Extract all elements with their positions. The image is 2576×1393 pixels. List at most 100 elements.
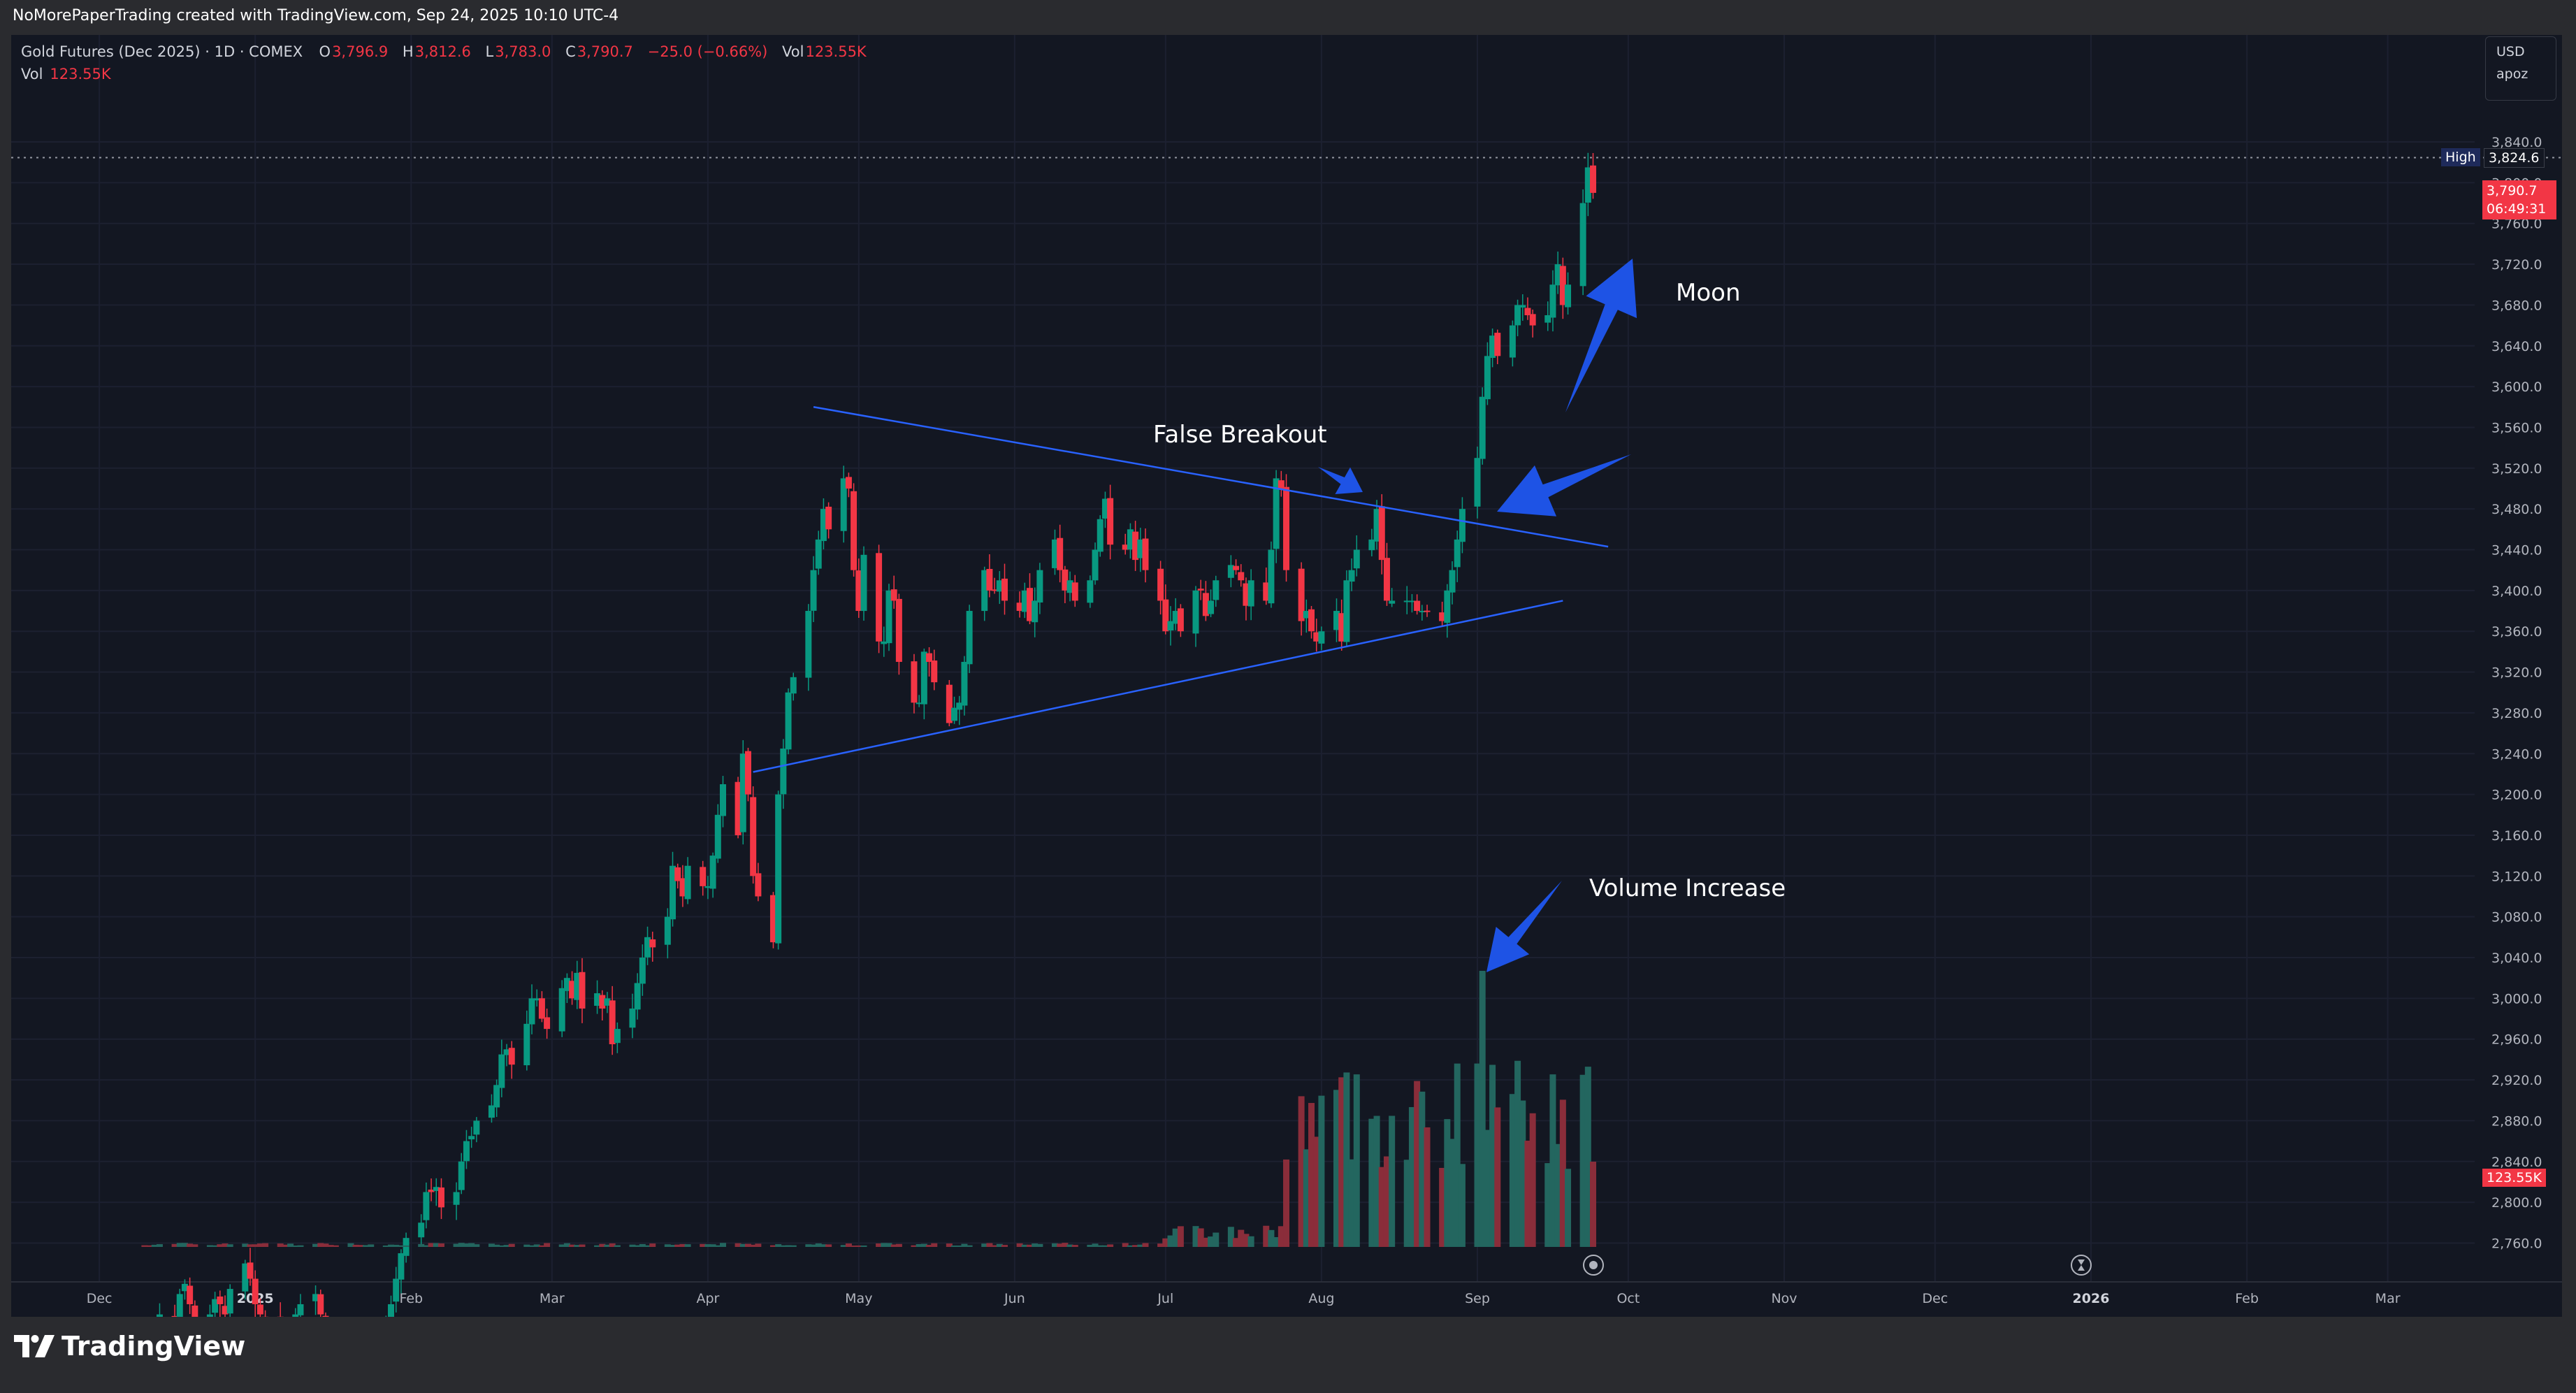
- volume-bar[interactable]: [453, 1243, 460, 1247]
- volume-bar[interactable]: [1368, 1118, 1375, 1247]
- volume-bar[interactable]: [156, 1244, 163, 1247]
- candle[interactable]: [1308, 609, 1315, 632]
- candle[interactable]: [1383, 558, 1390, 601]
- volume-bar[interactable]: [594, 1245, 601, 1247]
- volume-bar[interactable]: [1559, 1099, 1566, 1247]
- volume-bar[interactable]: [1333, 1090, 1340, 1247]
- candle[interactable]: [579, 972, 586, 1009]
- candle[interactable]: [1544, 315, 1551, 323]
- volume-bar[interactable]: [1092, 1243, 1099, 1247]
- candle[interactable]: [433, 1187, 440, 1191]
- volume-bar[interactable]: [498, 1245, 505, 1247]
- trendline-upper[interactable]: [813, 406, 1609, 548]
- volume-bar[interactable]: [956, 1245, 963, 1247]
- breakout-arrow[interactable]: [1497, 454, 1631, 517]
- candle[interactable]: [1303, 611, 1310, 619]
- candle[interactable]: [1283, 486, 1290, 570]
- volume-bar[interactable]: [1519, 1100, 1526, 1247]
- volume-bar[interactable]: [418, 1243, 425, 1247]
- volume-bar[interactable]: [1424, 1127, 1431, 1247]
- volume-bar[interactable]: [1524, 1141, 1531, 1247]
- candle[interactable]: [1489, 335, 1496, 358]
- candle[interactable]: [1066, 580, 1073, 593]
- candle[interactable]: [916, 702, 922, 705]
- candle[interactable]: [735, 781, 741, 835]
- volume-bar[interactable]: [1016, 1243, 1023, 1247]
- volume-bar[interactable]: [388, 1244, 395, 1247]
- candle[interactable]: [1313, 632, 1320, 642]
- volume-bar[interactable]: [704, 1244, 711, 1247]
- candle[interactable]: [780, 748, 787, 795]
- volume-bar[interactable]: [563, 1243, 570, 1247]
- volume-bar[interactable]: [1308, 1103, 1315, 1247]
- candle[interactable]: [1278, 480, 1285, 489]
- volume-bar[interactable]: [533, 1244, 540, 1247]
- volume-bar[interactable]: [1514, 1060, 1521, 1247]
- candle[interactable]: [1590, 165, 1597, 193]
- candle[interactable]: [468, 1136, 475, 1140]
- moon-arrow[interactable]: [1565, 259, 1637, 412]
- volume-bar[interactable]: [996, 1243, 1003, 1247]
- volume-bar[interactable]: [579, 1244, 586, 1247]
- candle[interactable]: [604, 998, 611, 1006]
- candle[interactable]: [996, 580, 1003, 592]
- candle[interactable]: [1454, 539, 1461, 568]
- volume-bar[interactable]: [423, 1245, 430, 1247]
- volume-bar[interactable]: [885, 1243, 892, 1247]
- candle[interactable]: [1101, 498, 1108, 519]
- candle[interactable]: [1197, 589, 1204, 591]
- volume-bar[interactable]: [332, 1245, 339, 1247]
- symbol-label[interactable]: Gold Futures (Dec 2025) · 1D · COMEX: [21, 43, 303, 60]
- volume-bar[interactable]: [1494, 1107, 1501, 1247]
- volume-bar[interactable]: [538, 1245, 545, 1247]
- candle[interactable]: [755, 873, 762, 897]
- volume-bar[interactable]: [966, 1245, 973, 1247]
- candle[interactable]: [493, 1085, 500, 1108]
- candle[interactable]: [322, 1315, 329, 1317]
- volume-bar[interactable]: [1127, 1245, 1134, 1247]
- candle[interactable]: [398, 1253, 405, 1280]
- volume-bar[interactable]: [1338, 1077, 1345, 1247]
- volume-bar[interactable]: [851, 1246, 858, 1247]
- volume-bar[interactable]: [845, 1243, 852, 1247]
- volume-bar[interactable]: [1097, 1245, 1104, 1247]
- volume-bar[interactable]: [1579, 1074, 1586, 1247]
- candle[interactable]: [714, 814, 721, 859]
- candle[interactable]: [674, 867, 681, 881]
- volume-bar[interactable]: [357, 1245, 364, 1247]
- volume-bar[interactable]: [1172, 1228, 1179, 1247]
- volume-bar[interactable]: [1549, 1074, 1556, 1247]
- candle[interactable]: [1444, 590, 1451, 623]
- candle[interactable]: [528, 998, 535, 1025]
- volume-bar[interactable]: [614, 1245, 621, 1247]
- candle[interactable]: [1036, 570, 1043, 602]
- candle[interactable]: [312, 1294, 319, 1301]
- volume-bar[interactable]: [1449, 1139, 1456, 1247]
- volume-bar[interactable]: [317, 1243, 324, 1247]
- dividends-icon[interactable]: [1583, 1255, 1604, 1276]
- volume-bar[interactable]: [599, 1243, 606, 1247]
- volume-bar[interactable]: [895, 1243, 902, 1247]
- candle[interactable]: [226, 1289, 233, 1314]
- candle[interactable]: [966, 611, 973, 665]
- candle[interactable]: [1419, 611, 1426, 613]
- candle[interactable]: [1378, 506, 1385, 561]
- volume-bar[interactable]: [911, 1245, 918, 1247]
- volume-bar[interactable]: [1167, 1235, 1174, 1247]
- candle[interactable]: [176, 1294, 183, 1317]
- volume-bar[interactable]: [860, 1245, 867, 1247]
- candle[interactable]: [453, 1192, 460, 1205]
- volume-bar[interactable]: [488, 1243, 495, 1247]
- candle[interactable]: [212, 1299, 219, 1313]
- volume-bar[interactable]: [1192, 1226, 1199, 1247]
- candle[interactable]: [1142, 538, 1149, 570]
- candle[interactable]: [1318, 631, 1325, 644]
- volume-bar[interactable]: [1101, 1245, 1108, 1247]
- candle[interactable]: [1549, 284, 1556, 318]
- volume-bar[interactable]: [176, 1243, 183, 1247]
- volume-bar[interactable]: [1036, 1243, 1043, 1247]
- volume-bar[interactable]: [1238, 1229, 1245, 1247]
- candle[interactable]: [785, 692, 792, 750]
- candle[interactable]: [1062, 569, 1069, 591]
- candle[interactable]: [1167, 621, 1174, 631]
